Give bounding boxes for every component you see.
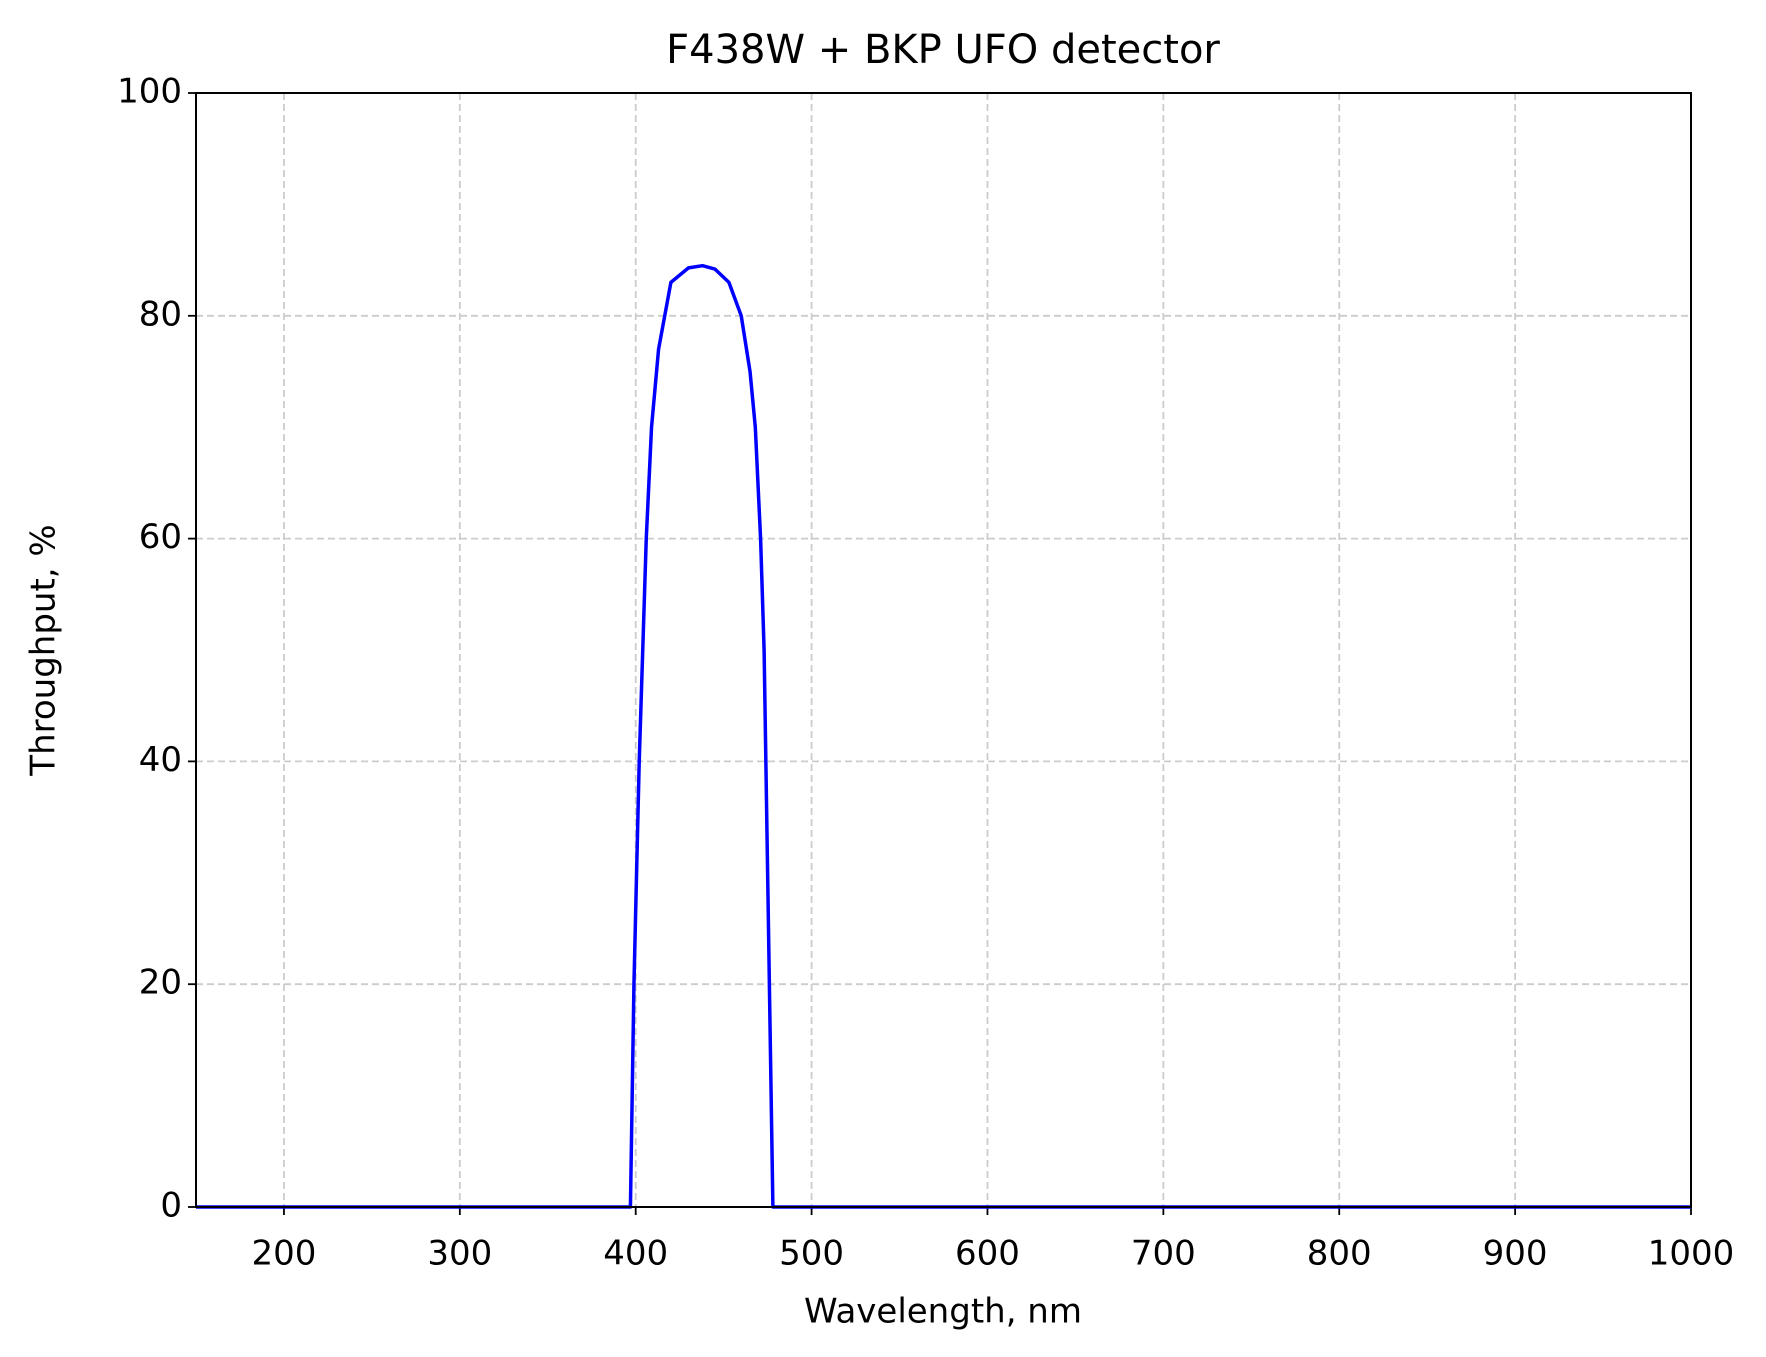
x-tick-label: 900 bbox=[1483, 1234, 1548, 1274]
x-axis-label: Wavelength, nm bbox=[804, 1292, 1082, 1332]
x-tick-label: 600 bbox=[955, 1234, 1020, 1274]
data-line bbox=[196, 263, 1691, 1209]
y-tick-label: 80 bbox=[139, 294, 182, 334]
x-tick-label: 400 bbox=[603, 1234, 668, 1274]
y-axis-label: Throughput, % bbox=[24, 524, 64, 776]
y-tick-label: 0 bbox=[160, 1186, 182, 1226]
x-tick-label: 300 bbox=[427, 1234, 492, 1274]
y-tick-label: 100 bbox=[117, 72, 182, 112]
chart-title: F438W + BKP UFO detector bbox=[666, 27, 1220, 73]
x-tick-label: 700 bbox=[1131, 1234, 1196, 1274]
y-tick-label: 60 bbox=[139, 517, 182, 557]
x-tick-label: 800 bbox=[1307, 1234, 1372, 1274]
y-tick-label: 20 bbox=[139, 963, 182, 1003]
x-tick-label: 500 bbox=[779, 1234, 844, 1274]
y-tick-label: 40 bbox=[139, 740, 182, 780]
x-tick-label: 1000 bbox=[1648, 1234, 1735, 1274]
x-tick-label: 200 bbox=[251, 1234, 316, 1274]
plot-frame bbox=[195, 92, 1692, 1208]
